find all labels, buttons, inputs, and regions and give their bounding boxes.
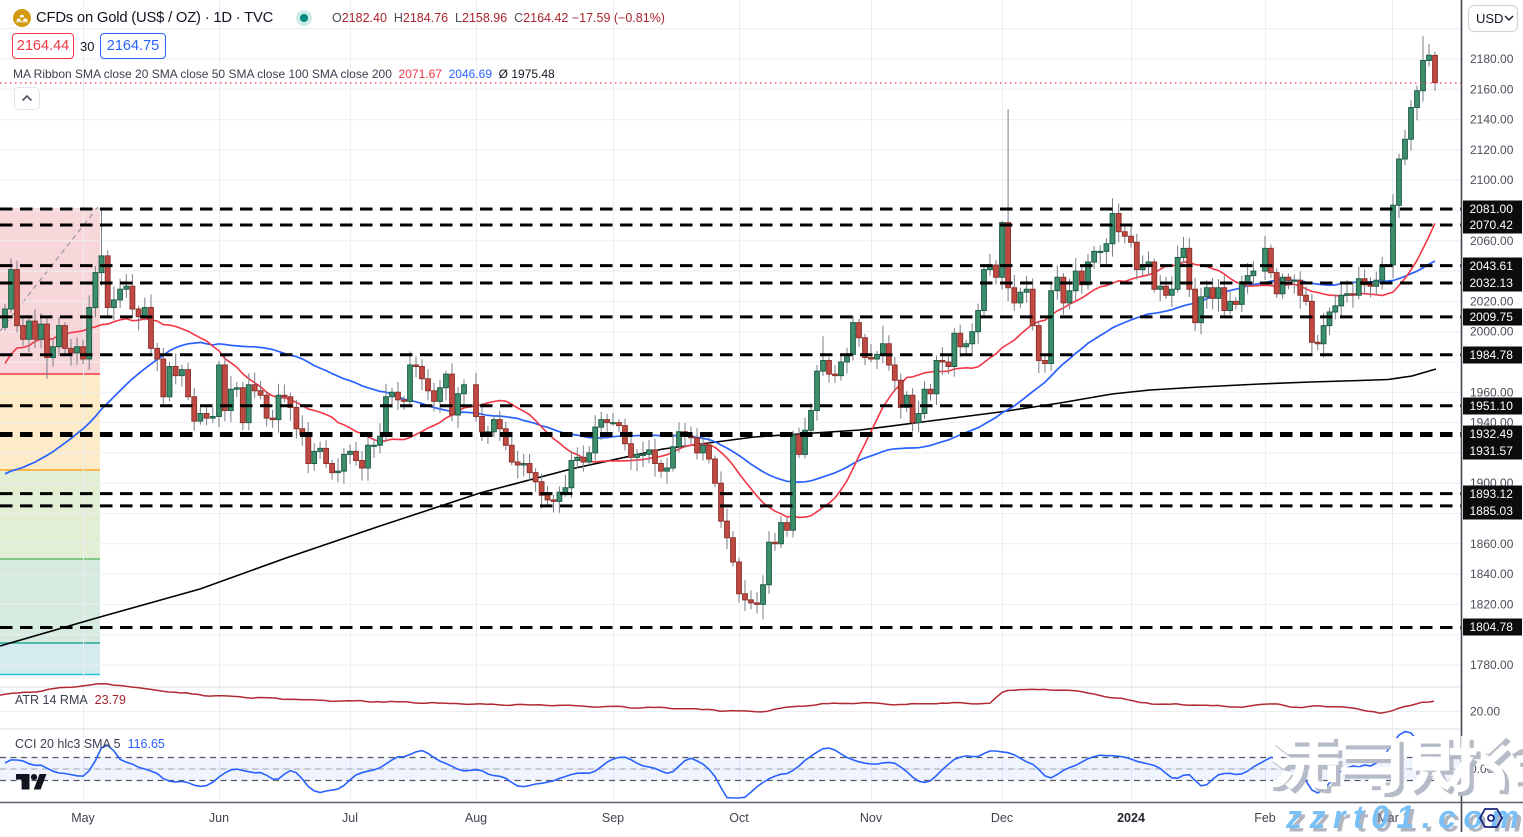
svg-text:Jun: Jun [209, 811, 229, 825]
svg-text:2180.00: 2180.00 [1470, 52, 1514, 66]
svg-text:2081.00: 2081.00 [1470, 202, 1514, 216]
svg-text:Sep: Sep [602, 811, 624, 825]
svg-text:Aug: Aug [465, 811, 487, 825]
svg-text:2160.00: 2160.00 [1470, 82, 1514, 96]
svg-text:May: May [71, 811, 95, 825]
svg-text:1893.12: 1893.12 [1470, 487, 1514, 501]
svg-text:1840.00: 1840.00 [1470, 567, 1514, 581]
svg-text:1804.78: 1804.78 [1470, 620, 1514, 634]
svg-text:1820.00: 1820.00 [1470, 597, 1514, 611]
svg-text:USD: USD [1476, 11, 1503, 26]
svg-text:Feb: Feb [1254, 811, 1276, 825]
svg-text:1932.49: 1932.49 [1470, 427, 1514, 441]
svg-text:2070.42: 2070.42 [1470, 218, 1514, 232]
svg-text:2024: 2024 [1117, 811, 1145, 825]
svg-text:Jul: Jul [342, 811, 358, 825]
svg-text:Mar: Mar [1377, 811, 1399, 825]
svg-text:2043.61: 2043.61 [1470, 259, 1514, 273]
svg-text:2060.00: 2060.00 [1470, 234, 1514, 248]
svg-text:2140.00: 2140.00 [1470, 113, 1514, 127]
svg-text:1951.10: 1951.10 [1470, 399, 1514, 413]
svg-text:1860.00: 1860.00 [1470, 537, 1514, 551]
svg-text:1984.78: 1984.78 [1470, 348, 1514, 362]
svg-text:1780.00: 1780.00 [1470, 658, 1514, 672]
svg-text:2100.00: 2100.00 [1470, 173, 1514, 187]
svg-text:Nov: Nov [860, 811, 883, 825]
svg-text:1885.03: 1885.03 [1470, 504, 1514, 518]
svg-text:20.00: 20.00 [1470, 705, 1500, 719]
svg-text:1960.00: 1960.00 [1470, 385, 1514, 399]
svg-text:2000.00: 2000.00 [1470, 325, 1514, 339]
svg-text:Oct: Oct [729, 811, 749, 825]
svg-text:2009.75: 2009.75 [1470, 310, 1514, 324]
svg-text:2020.00: 2020.00 [1470, 294, 1514, 308]
svg-text:2120.00: 2120.00 [1470, 143, 1514, 157]
svg-text:Dec: Dec [991, 811, 1013, 825]
svg-text:2032.13: 2032.13 [1470, 276, 1514, 290]
svg-text:1931.57: 1931.57 [1470, 444, 1514, 458]
